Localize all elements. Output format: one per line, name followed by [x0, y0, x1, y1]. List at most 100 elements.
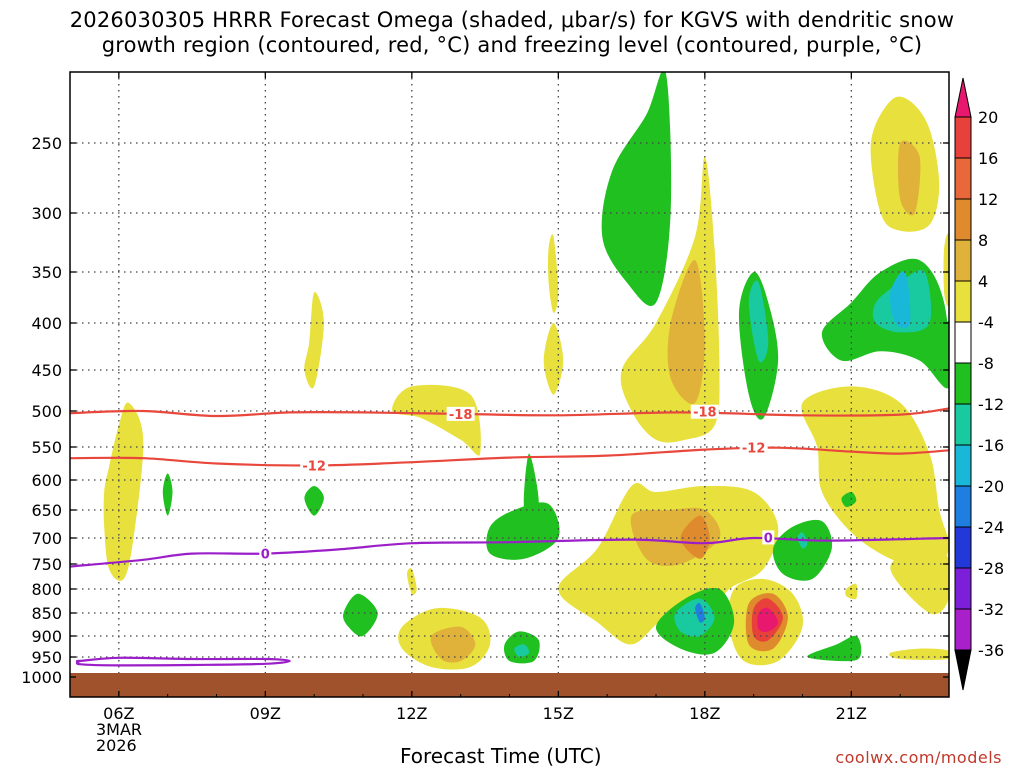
y-tick-label-350: 350	[31, 263, 62, 282]
colorbar-box-3	[954, 239, 972, 282]
y-tick-label-950: 950	[31, 648, 62, 667]
colorbar-box-10	[954, 526, 972, 569]
y-tick-label-750: 750	[31, 555, 62, 574]
colorbar-label-20: 20	[978, 108, 998, 127]
region-green-14z-spike	[523, 453, 539, 515]
colorbar-box-1	[954, 157, 972, 200]
region-yellow-15z-upper	[548, 234, 559, 313]
chart-title: 2026030305 HRRR Forecast Omega (shaded, …	[0, 8, 1024, 58]
region-green-20z-low	[807, 635, 862, 662]
y-tick-label-400: 400	[31, 314, 62, 333]
contour-label-bg-dgz_-18-1	[690, 404, 719, 419]
contour-label-dgz_-18-0: -18	[449, 408, 473, 423]
x-tick-label-06Z: 06Z	[103, 704, 134, 723]
region-teal-14z-low	[514, 644, 530, 658]
region-yellow-11z-low	[407, 568, 417, 595]
chart-title-line1: 2026030305 HRRR Forecast Omega (shaded, …	[69, 8, 955, 32]
y-tick-label-600: 600	[31, 471, 62, 490]
x-tick-label-09Z: 09Z	[250, 704, 281, 723]
region-yellow-0630-column	[103, 402, 144, 581]
x-tick-label-12Z: 12Z	[396, 704, 427, 723]
colorbar-box-4	[954, 280, 972, 323]
date-label-year: 2026	[96, 736, 137, 755]
date-label: 3MAR 2026	[96, 722, 142, 754]
contour-label-freezing_0-0: 0	[261, 548, 270, 563]
y-tick-label-650: 650	[31, 501, 62, 520]
credit-link[interactable]: coolwx.com/models	[835, 748, 1002, 767]
x-tick-label-18Z: 18Z	[689, 704, 720, 723]
region-gold-22z-top	[898, 140, 921, 216]
y-tick-label-700: 700	[31, 529, 62, 548]
contour-label-dgz_-12-0: -12	[302, 459, 326, 474]
region-green-20z-mid	[772, 519, 833, 581]
colorbar-label--28: -28	[978, 559, 1004, 578]
contour-label-dgz_-12-1: -12	[742, 442, 766, 457]
region-gold-17z-mid	[667, 260, 705, 405]
colorbar-label--8: -8	[978, 354, 994, 373]
colorbar-label--24: -24	[978, 518, 1004, 537]
contour-label-freezing_0-1: 0	[764, 531, 773, 546]
y-tick-label-250: 250	[31, 134, 62, 153]
contour-freezing_0_low	[75, 656, 291, 667]
colorbar-label--12: -12	[978, 395, 1004, 414]
region-magenta-19z	[757, 607, 779, 632]
contour-label-bg-freezing_0-0	[259, 546, 272, 561]
colorbar-label--32: -32	[978, 600, 1004, 619]
colorbar-box-8	[954, 444, 972, 487]
y-tick-label-800: 800	[31, 580, 62, 599]
date-label-month: 3MAR	[96, 720, 143, 739]
colorbar-label-16: 16	[978, 149, 998, 168]
colorbar-label--20: -20	[978, 477, 1004, 496]
region-green-12z-lower	[486, 502, 560, 560]
y-tick-label-450: 450	[31, 361, 62, 380]
colorbar-label-4: 4	[978, 272, 988, 291]
shaded-regions	[103, 72, 949, 670]
plot-background	[70, 72, 949, 697]
region-yellow-0930-blob	[304, 292, 324, 389]
region-cyan-22z	[889, 271, 911, 329]
region-green-20z-dot	[841, 491, 857, 508]
y-tick-label-850: 850	[31, 604, 62, 623]
colorbar-box-7	[954, 403, 972, 446]
contour-dgz_-12	[70, 446, 949, 467]
chart-title-line2: growth region (contoured, red, °C) and f…	[101, 33, 923, 57]
region-orange-17z-lower	[680, 515, 710, 559]
colorbar-label--36: -36	[978, 641, 1004, 660]
contour-label-bg-freezing_0-1	[762, 530, 775, 545]
x-tick-label-15Z: 15Z	[543, 704, 574, 723]
region-gold-12z-lower	[430, 626, 476, 663]
colorbar-box-11	[954, 567, 972, 610]
contour-label-bg-dgz_-12-1	[739, 440, 768, 455]
region-green-11z-low	[343, 593, 378, 637]
region-green-16z-top	[601, 72, 672, 306]
colorbar-box-0	[954, 116, 972, 159]
colorbar-box-12	[954, 608, 972, 651]
contour-label-bg-dgz_-12-0	[300, 458, 329, 473]
colorbar-box-2	[954, 198, 972, 241]
contour-label-bg-dgz_-18-0	[446, 406, 475, 421]
x-axis-label: Forecast Time (UTC)	[400, 744, 602, 768]
colorbar-label-8: 8	[978, 231, 988, 250]
y-tick-label-300: 300	[31, 204, 62, 223]
contour-freezing_0	[70, 536, 949, 568]
y-tick-label-550: 550	[31, 438, 62, 457]
contour-dgz_-18	[70, 407, 949, 418]
region-green-10z	[304, 486, 324, 516]
region-green-07z	[162, 473, 173, 516]
region-yellow-20z-column	[801, 386, 949, 570]
y-tick-label-900: 900	[31, 627, 62, 646]
colorbar-label-12: 12	[978, 190, 998, 209]
colorbar-box-6	[954, 362, 972, 405]
x-tick-label-21Z: 21Z	[836, 704, 867, 723]
ground-strip	[70, 673, 949, 697]
region-green-23z-edge	[938, 321, 949, 389]
contour-label-dgz_-18-1: -18	[693, 406, 717, 421]
colorbar-label--4: -4	[978, 313, 994, 332]
colorbar-label--16: -16	[978, 436, 1004, 455]
colorbar-bottom-arrow	[954, 649, 972, 691]
region-yellow-12z-mid	[392, 384, 481, 456]
region-blue-18z-low	[695, 602, 705, 623]
region-teal-19z-col	[748, 280, 769, 363]
region-teal-18z-low	[674, 598, 715, 637]
